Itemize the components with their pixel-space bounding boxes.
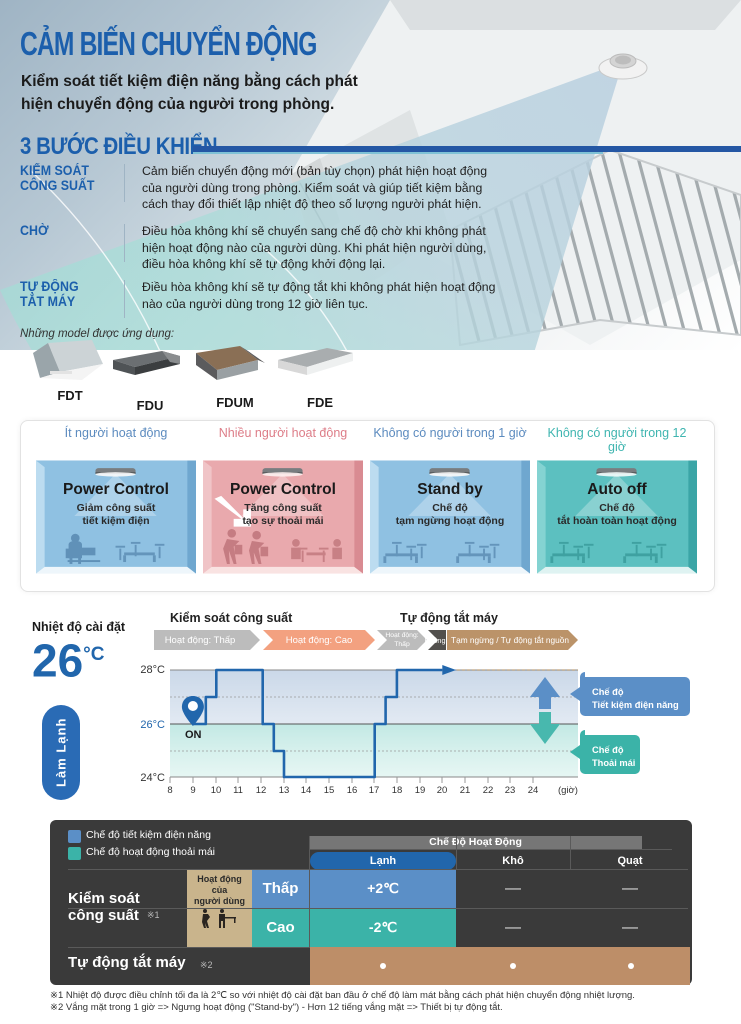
svg-text:Chế độ: Chế độ <box>592 745 624 755</box>
svg-text:Kiểm soát công suất: Kiểm soát công suất <box>170 611 293 625</box>
svg-text:Thoải mái: Thoải mái <box>592 758 635 768</box>
svg-text:Hoạt động: Cao: Hoạt động: Cao <box>286 635 353 646</box>
svg-text:21: 21 <box>460 785 471 796</box>
svg-text:Tiết kiệm điện năng: Tiết kiệm điện năng <box>592 700 679 710</box>
svg-text:8: 8 <box>167 785 172 796</box>
svg-text:14: 14 <box>301 785 312 796</box>
svg-text:Hoạt động:: Hoạt động: <box>385 632 418 639</box>
svg-text:17: 17 <box>369 785 380 796</box>
svg-text:15: 15 <box>324 785 335 796</box>
svg-text:Thấp: Thấp <box>394 639 410 648</box>
svg-text:(giờ): (giờ) <box>558 785 578 796</box>
svg-text:Hoạt động: Thấp: Hoạt động: Thấp <box>165 635 236 646</box>
svg-text:12: 12 <box>256 785 267 796</box>
svg-text:13: 13 <box>279 785 290 796</box>
svg-text:19: 19 <box>415 785 426 796</box>
svg-text:Chế độ: Chế độ <box>592 687 624 697</box>
svg-text:Tự động tắt máy: Tự động tắt máy <box>400 610 498 625</box>
svg-text:24°C: 24°C <box>140 772 165 784</box>
svg-text:Không: Không <box>424 636 445 645</box>
svg-text:11: 11 <box>233 785 243 796</box>
svg-text:9: 9 <box>190 785 195 796</box>
svg-text:23: 23 <box>505 785 516 796</box>
svg-text:18: 18 <box>392 785 403 796</box>
svg-text:ON: ON <box>185 729 202 741</box>
svg-text:24: 24 <box>528 785 539 796</box>
svg-text:28°C: 28°C <box>140 664 165 676</box>
svg-text:Tạm ngừng / Tự động tắt nguồn: Tạm ngừng / Tự động tắt nguồn <box>451 635 569 645</box>
svg-text:20: 20 <box>437 785 448 796</box>
svg-text:22: 22 <box>483 785 494 796</box>
svg-text:26°C: 26°C <box>140 719 165 731</box>
svg-text:10: 10 <box>211 785 222 796</box>
svg-text:16: 16 <box>347 785 358 796</box>
